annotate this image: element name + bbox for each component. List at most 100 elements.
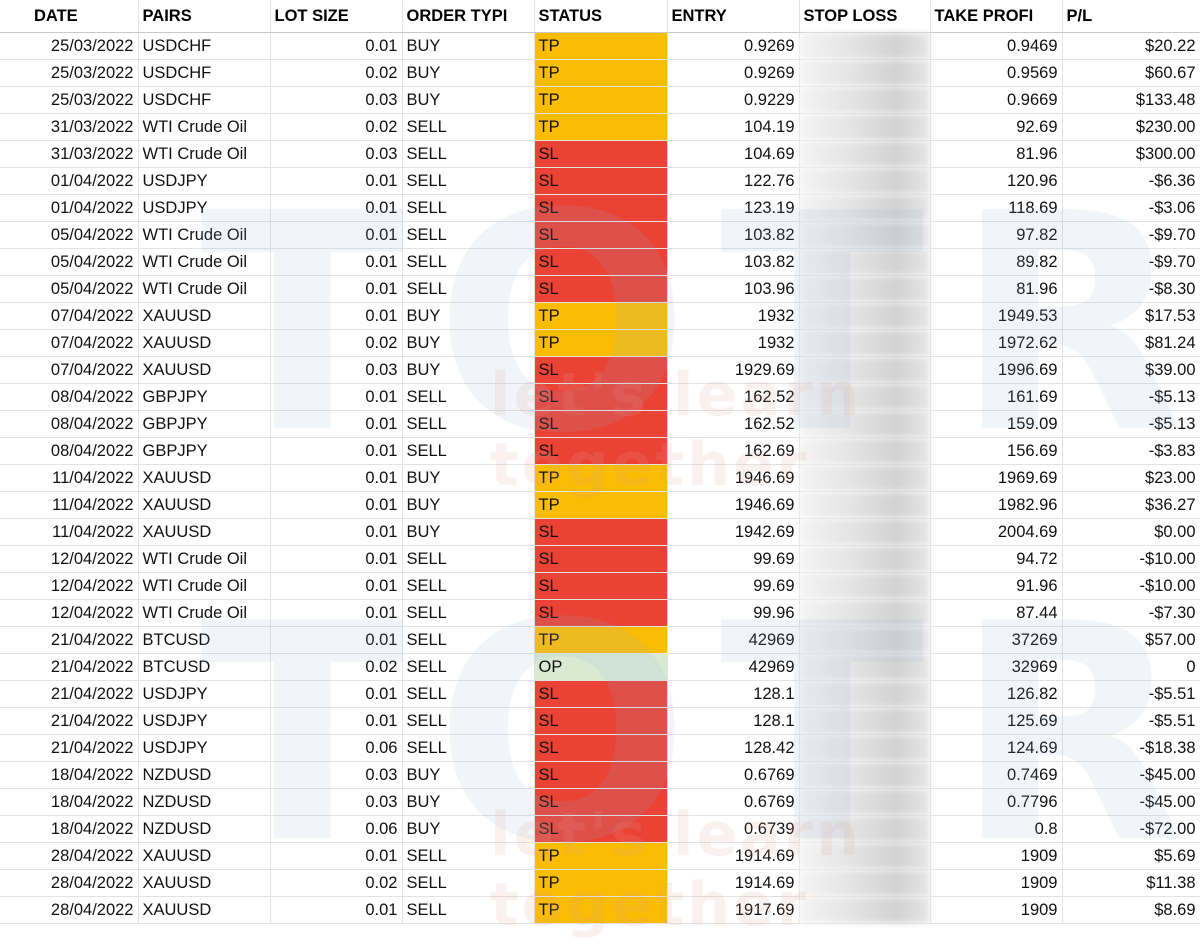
cell-order-type[interactable]: BUY — [402, 788, 535, 816]
cell-lot-size[interactable]: 0.01 — [270, 464, 403, 492]
cell-pl[interactable]: -$3.06 — [1062, 194, 1200, 222]
header-entry[interactable]: ENTRY — [667, 0, 800, 33]
cell-stop-loss-redacted[interactable] — [799, 842, 931, 870]
cell-lot-size[interactable]: 0.01 — [270, 707, 403, 735]
cell-order-type[interactable]: SELL — [402, 410, 535, 438]
cell-take-profit[interactable]: 1972.62 — [930, 329, 1063, 357]
cell-pl[interactable]: $5.69 — [1062, 842, 1200, 870]
cell-order-type[interactable]: BUY — [402, 59, 535, 87]
cell-entry[interactable]: 162.52 — [667, 410, 800, 438]
cell-order-type[interactable]: SELL — [402, 734, 535, 762]
cell-pl[interactable]: -$9.70 — [1062, 248, 1200, 276]
cell-take-profit[interactable]: 87.44 — [930, 599, 1063, 627]
cell-order-type[interactable]: SELL — [402, 626, 535, 654]
cell-take-profit[interactable]: 125.69 — [930, 707, 1063, 735]
cell-take-profit[interactable]: 0.9569 — [930, 59, 1063, 87]
cell-pl[interactable]: -$5.13 — [1062, 410, 1200, 438]
cell-pl[interactable]: $300.00 — [1062, 140, 1200, 168]
cell-stop-loss-redacted[interactable] — [799, 140, 931, 168]
cell-date[interactable]: 11/04/2022 — [0, 464, 139, 492]
cell-take-profit[interactable]: 126.82 — [930, 680, 1063, 708]
cell-order-type[interactable]: BUY — [402, 491, 535, 519]
cell-take-profit[interactable]: 97.82 — [930, 221, 1063, 249]
cell-order-type[interactable]: SELL — [402, 275, 535, 303]
cell-date[interactable]: 11/04/2022 — [0, 491, 139, 519]
header-lot-size[interactable]: LOT SIZE — [270, 0, 403, 33]
cell-stop-loss-redacted[interactable] — [799, 59, 931, 87]
cell-order-type[interactable]: BUY — [402, 329, 535, 357]
cell-date[interactable]: 28/04/2022 — [0, 896, 139, 924]
cell-pair[interactable]: WTI Crude Oil — [138, 221, 271, 249]
cell-entry[interactable]: 42969 — [667, 626, 800, 654]
cell-stop-loss-redacted[interactable] — [799, 761, 931, 789]
cell-stop-loss-redacted[interactable] — [799, 167, 931, 195]
cell-date[interactable]: 11/04/2022 — [0, 518, 139, 546]
cell-order-type[interactable]: BUY — [402, 761, 535, 789]
cell-pair[interactable]: USDJPY — [138, 680, 271, 708]
cell-lot-size[interactable]: 0.01 — [270, 680, 403, 708]
cell-pl[interactable]: -$9.70 — [1062, 221, 1200, 249]
cell-order-type[interactable]: SELL — [402, 599, 535, 627]
cell-entry[interactable]: 103.96 — [667, 275, 800, 303]
cell-lot-size[interactable]: 0.01 — [270, 221, 403, 249]
cell-pl[interactable]: $57.00 — [1062, 626, 1200, 654]
cell-lot-size[interactable]: 0.01 — [270, 410, 403, 438]
cell-date[interactable]: 18/04/2022 — [0, 788, 139, 816]
cell-pair[interactable]: XAUUSD — [138, 464, 271, 492]
cell-pl[interactable]: -$72.00 — [1062, 815, 1200, 843]
cell-pl[interactable]: $23.00 — [1062, 464, 1200, 492]
cell-status[interactable]: SL — [534, 680, 668, 708]
cell-order-type[interactable]: SELL — [402, 842, 535, 870]
cell-status[interactable]: TP — [534, 329, 668, 357]
cell-take-profit[interactable]: 1996.69 — [930, 356, 1063, 384]
cell-lot-size[interactable]: 0.01 — [270, 383, 403, 411]
cell-status[interactable]: SL — [534, 437, 668, 465]
cell-pair[interactable]: USDJPY — [138, 194, 271, 222]
cell-status[interactable]: SL — [534, 410, 668, 438]
cell-order-type[interactable]: SELL — [402, 545, 535, 573]
cell-stop-loss-redacted[interactable] — [799, 707, 931, 735]
cell-pl[interactable]: $133.48 — [1062, 86, 1200, 114]
cell-status[interactable]: SL — [534, 707, 668, 735]
cell-take-profit[interactable]: 1969.69 — [930, 464, 1063, 492]
cell-lot-size[interactable]: 0.06 — [270, 734, 403, 762]
cell-date[interactable]: 18/04/2022 — [0, 761, 139, 789]
cell-status[interactable]: SL — [534, 572, 668, 600]
cell-stop-loss-redacted[interactable] — [799, 464, 931, 492]
cell-pair[interactable]: XAUUSD — [138, 356, 271, 384]
cell-status[interactable]: SL — [534, 140, 668, 168]
cell-entry[interactable]: 1932 — [667, 302, 800, 330]
cell-entry[interactable]: 0.9269 — [667, 59, 800, 87]
cell-stop-loss-redacted[interactable] — [799, 410, 931, 438]
cell-order-type[interactable]: BUY — [402, 86, 535, 114]
cell-lot-size[interactable]: 0.01 — [270, 572, 403, 600]
cell-status[interactable]: TP — [534, 302, 668, 330]
cell-status[interactable]: SL — [534, 248, 668, 276]
cell-pair[interactable]: USDCHF — [138, 32, 271, 60]
cell-pl[interactable]: -$5.51 — [1062, 707, 1200, 735]
cell-entry[interactable]: 1917.69 — [667, 896, 800, 924]
cell-lot-size[interactable]: 0.01 — [270, 626, 403, 654]
cell-date[interactable]: 25/03/2022 — [0, 86, 139, 114]
cell-entry[interactable]: 1914.69 — [667, 842, 800, 870]
cell-entry[interactable]: 128.1 — [667, 680, 800, 708]
cell-lot-size[interactable]: 0.01 — [270, 842, 403, 870]
cell-pl[interactable]: -$5.13 — [1062, 383, 1200, 411]
cell-lot-size[interactable]: 0.01 — [270, 302, 403, 330]
cell-entry[interactable]: 162.52 — [667, 383, 800, 411]
cell-status[interactable]: OP — [534, 653, 668, 681]
cell-lot-size[interactable]: 0.02 — [270, 653, 403, 681]
cell-stop-loss-redacted[interactable] — [799, 248, 931, 276]
cell-lot-size[interactable]: 0.02 — [270, 329, 403, 357]
cell-pl[interactable]: $81.24 — [1062, 329, 1200, 357]
cell-lot-size[interactable]: 0.01 — [270, 599, 403, 627]
cell-pair[interactable]: USDJPY — [138, 167, 271, 195]
cell-pair[interactable]: WTI Crude Oil — [138, 599, 271, 627]
cell-pl[interactable]: -$10.00 — [1062, 545, 1200, 573]
cell-pl[interactable]: $17.53 — [1062, 302, 1200, 330]
cell-pl[interactable]: $230.00 — [1062, 113, 1200, 141]
cell-entry[interactable]: 162.69 — [667, 437, 800, 465]
cell-date[interactable]: 25/03/2022 — [0, 32, 139, 60]
cell-stop-loss-redacted[interactable] — [799, 599, 931, 627]
cell-entry[interactable]: 104.69 — [667, 140, 800, 168]
